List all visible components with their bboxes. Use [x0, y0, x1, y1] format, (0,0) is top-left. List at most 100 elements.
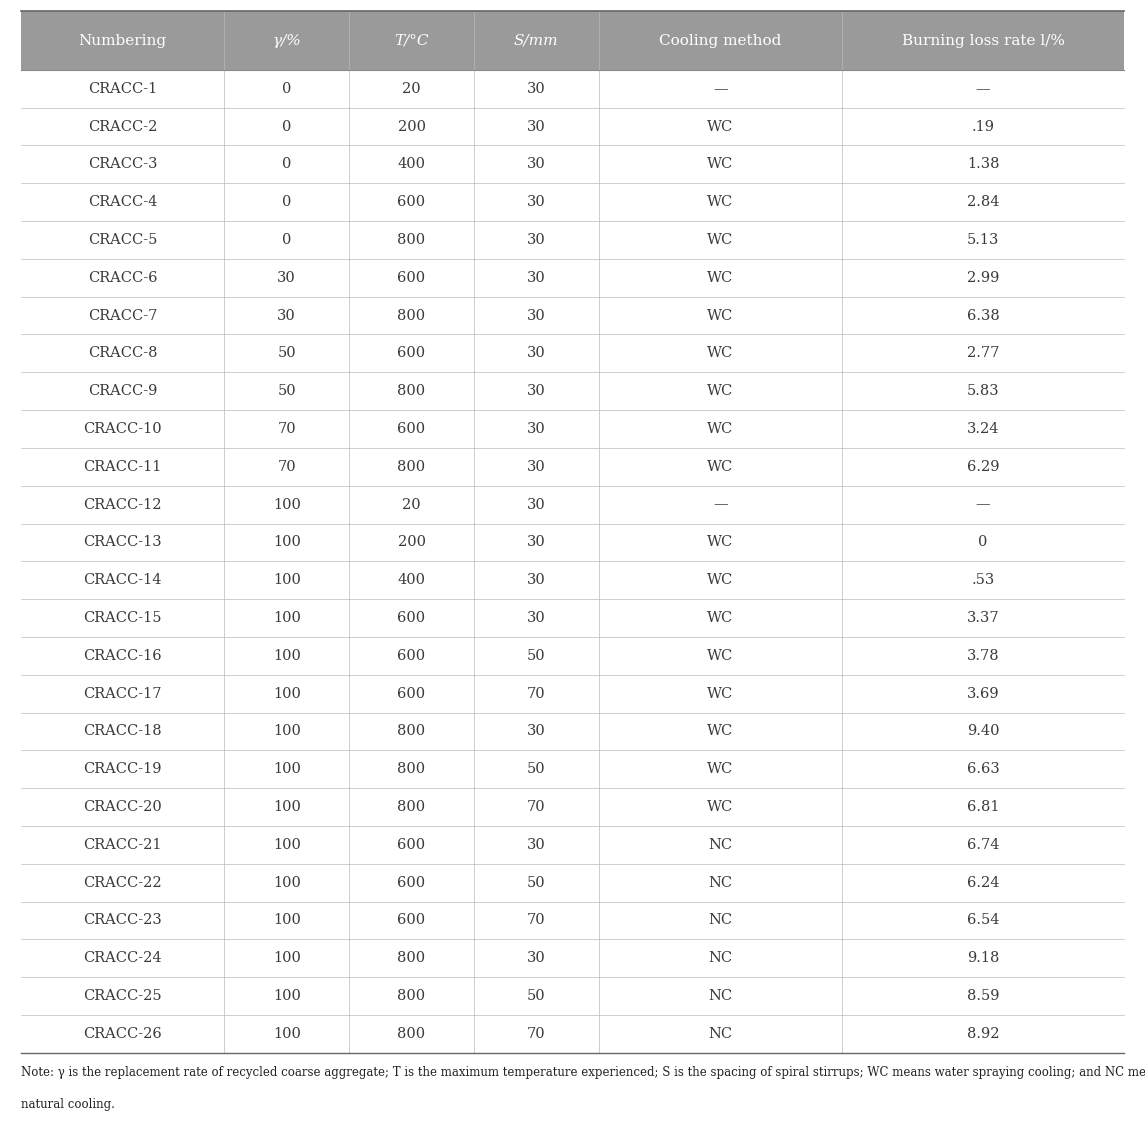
Text: 30: 30 [527, 535, 546, 549]
Text: CRACC-3: CRACC-3 [88, 158, 157, 171]
Text: 800: 800 [397, 459, 426, 474]
Text: 100: 100 [273, 762, 301, 776]
Bar [21, 221, 1124, 259]
Text: CRACC-6: CRACC-6 [88, 270, 157, 285]
Text: natural cooling.: natural cooling. [21, 1098, 114, 1111]
Text: CRACC-2: CRACC-2 [88, 119, 157, 134]
Text: 0: 0 [282, 119, 291, 134]
Text: 50: 50 [527, 649, 546, 663]
Text: 70: 70 [277, 459, 297, 474]
Text: 600: 600 [397, 876, 426, 890]
Text: CRACC-8: CRACC-8 [88, 347, 157, 360]
Text: WC: WC [708, 233, 734, 247]
Text: CRACC-12: CRACC-12 [84, 498, 161, 511]
Text: 30: 30 [527, 573, 546, 588]
Bar [21, 184, 1124, 221]
Text: 30: 30 [527, 347, 546, 360]
Bar [21, 864, 1124, 902]
Text: WC: WC [708, 158, 734, 171]
Bar [21, 902, 1124, 939]
Text: .19: .19 [972, 119, 995, 134]
Bar [21, 939, 1124, 977]
Text: CRACC-25: CRACC-25 [84, 989, 161, 1003]
Text: —: — [976, 498, 990, 511]
Text: 100: 100 [273, 535, 301, 549]
Text: Numbering: Numbering [78, 34, 166, 47]
Text: 6.29: 6.29 [966, 459, 1000, 474]
Text: 200: 200 [397, 535, 426, 549]
Text: 600: 600 [397, 611, 426, 625]
Text: WC: WC [708, 422, 734, 436]
Text: 50: 50 [527, 876, 546, 890]
Text: NC: NC [709, 913, 733, 928]
Bar [21, 259, 1124, 296]
Bar [21, 296, 1124, 334]
Text: 6.81: 6.81 [966, 801, 1000, 814]
Text: WC: WC [708, 270, 734, 285]
Bar [21, 788, 1124, 826]
Text: 3.24: 3.24 [966, 422, 1000, 436]
Bar [21, 674, 1124, 713]
Text: 100: 100 [273, 573, 301, 588]
Text: 30: 30 [527, 158, 546, 171]
Text: 600: 600 [397, 913, 426, 928]
Text: 100: 100 [273, 611, 301, 625]
Text: 20: 20 [402, 82, 421, 96]
Text: 9.40: 9.40 [966, 724, 1000, 739]
Text: 800: 800 [397, 951, 426, 965]
Text: 70: 70 [527, 1027, 546, 1040]
Text: CRACC-20: CRACC-20 [84, 801, 161, 814]
Text: WC: WC [708, 649, 734, 663]
Text: 50: 50 [527, 989, 546, 1003]
Text: CRACC-1: CRACC-1 [88, 82, 157, 96]
Text: CRACC-14: CRACC-14 [84, 573, 161, 588]
Text: 0: 0 [282, 82, 291, 96]
Text: CRACC-7: CRACC-7 [88, 309, 157, 322]
Text: 600: 600 [397, 422, 426, 436]
Text: 30: 30 [277, 309, 297, 322]
Text: CRACC-18: CRACC-18 [84, 724, 161, 739]
Text: 30: 30 [527, 422, 546, 436]
Text: WC: WC [708, 573, 734, 588]
Bar [21, 410, 1124, 448]
Text: 1.38: 1.38 [966, 158, 1000, 171]
Text: —: — [976, 82, 990, 96]
Text: 800: 800 [397, 1027, 426, 1040]
Text: 800: 800 [397, 989, 426, 1003]
Bar [21, 11, 1124, 70]
Text: CRACC-26: CRACC-26 [84, 1027, 161, 1040]
Text: WC: WC [708, 687, 734, 700]
Text: 9.18: 9.18 [966, 951, 1000, 965]
Text: 30: 30 [527, 270, 546, 285]
Text: NC: NC [709, 951, 733, 965]
Text: 100: 100 [273, 989, 301, 1003]
Text: 50: 50 [527, 762, 546, 776]
Text: γ/%: γ/% [273, 34, 301, 47]
Text: WC: WC [708, 724, 734, 739]
Bar [21, 977, 1124, 1015]
Text: WC: WC [708, 384, 734, 399]
Text: 800: 800 [397, 762, 426, 776]
Text: WC: WC [708, 347, 734, 360]
Text: 70: 70 [527, 687, 546, 700]
Bar [21, 485, 1124, 524]
Text: 800: 800 [397, 233, 426, 247]
Text: CRACC-19: CRACC-19 [84, 762, 161, 776]
Text: 100: 100 [273, 913, 301, 928]
Text: CRACC-16: CRACC-16 [84, 649, 161, 663]
Text: 200: 200 [397, 119, 426, 134]
Text: 6.63: 6.63 [966, 762, 1000, 776]
Text: 30: 30 [277, 270, 297, 285]
Bar [21, 448, 1124, 485]
Bar [21, 373, 1124, 410]
Text: 30: 30 [527, 724, 546, 739]
Text: 100: 100 [273, 801, 301, 814]
Text: 2.99: 2.99 [966, 270, 1000, 285]
Text: 3.78: 3.78 [966, 649, 1000, 663]
Bar [21, 1015, 1124, 1053]
Text: 30: 30 [527, 309, 546, 322]
Text: 30: 30 [527, 82, 546, 96]
Text: 50: 50 [277, 347, 297, 360]
Text: 30: 30 [527, 611, 546, 625]
Text: 30: 30 [527, 195, 546, 209]
